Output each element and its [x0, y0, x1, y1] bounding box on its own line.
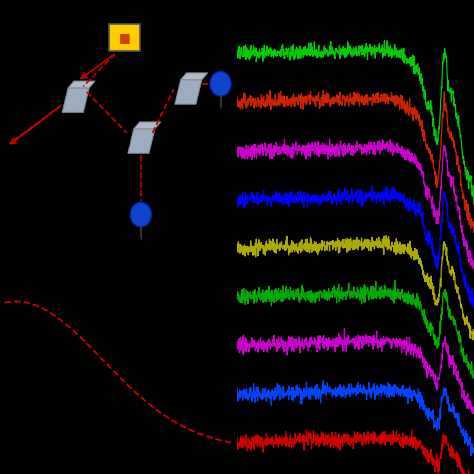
Bar: [109, 24, 140, 51]
Text: 95:5: 95:5: [9, 32, 35, 43]
Polygon shape: [134, 122, 161, 129]
Polygon shape: [68, 81, 95, 88]
Text: $a_2$: $a_2$: [37, 95, 49, 107]
Circle shape: [130, 202, 151, 227]
Text: $a_4$: $a_4$: [30, 166, 43, 178]
Text: D1: D1: [214, 106, 228, 116]
Polygon shape: [128, 129, 155, 153]
Polygon shape: [181, 73, 208, 80]
Polygon shape: [175, 80, 202, 104]
Text: spectrometer: spectrometer: [3, 193, 50, 199]
Text: D2: D2: [134, 237, 148, 246]
Text: ■: ■: [118, 31, 130, 44]
Polygon shape: [62, 88, 89, 112]
Text: ELED: ELED: [148, 32, 179, 43]
Text: $a_1$: $a_1$: [115, 90, 127, 101]
Circle shape: [210, 72, 231, 96]
Text: $a_3$: $a_3$: [119, 138, 131, 150]
Text: 50:50: 50:50: [178, 49, 211, 59]
